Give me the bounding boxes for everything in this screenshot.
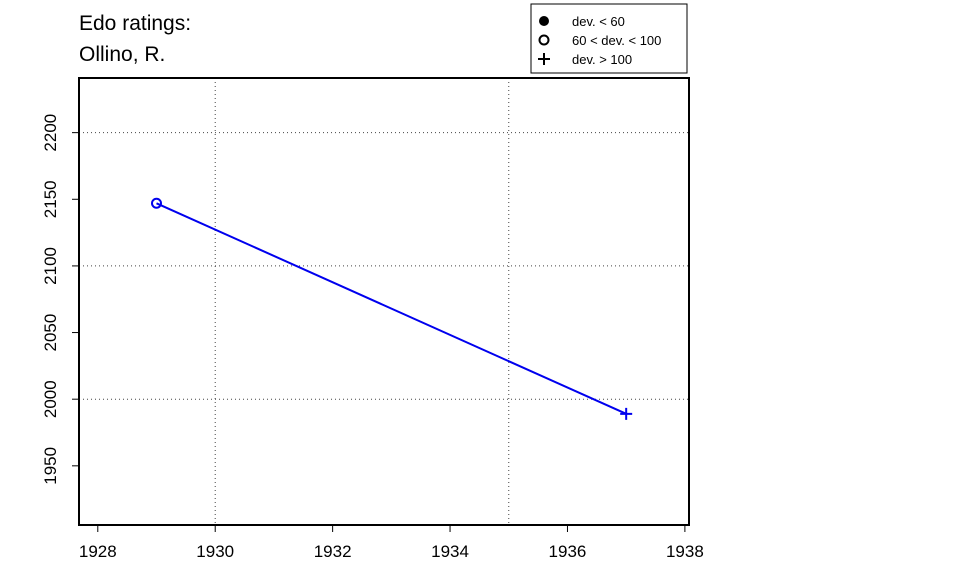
y-tick-label: 2150 bbox=[41, 180, 60, 218]
legend: dev. < 60 60 < dev. < 100 dev. > 100 bbox=[530, 3, 688, 74]
y-tick-label: 2200 bbox=[41, 114, 60, 152]
marker bbox=[538, 34, 550, 46]
x-tick-label: 1930 bbox=[196, 542, 234, 561]
y-tick-label: 2000 bbox=[41, 380, 60, 418]
plot-frame bbox=[78, 77, 690, 526]
legend-label: 60 < dev. < 100 bbox=[572, 33, 661, 48]
legend-label: dev. < 60 bbox=[572, 14, 625, 29]
line bbox=[156, 202, 627, 415]
marker bbox=[620, 407, 633, 420]
legend-label: dev. > 100 bbox=[572, 52, 632, 67]
x-tick-label: 1934 bbox=[431, 542, 469, 561]
x-tick-label: 1928 bbox=[79, 542, 117, 561]
marker bbox=[538, 53, 550, 65]
x-tick-label: 1932 bbox=[314, 542, 352, 561]
chart-title: Ollino, R. bbox=[79, 43, 165, 66]
y-tick-label: 1950 bbox=[41, 447, 60, 485]
x-tick-label: 1936 bbox=[549, 542, 587, 561]
legend-frame bbox=[530, 3, 688, 74]
x-tick-label: 1938 bbox=[666, 542, 704, 561]
marker bbox=[150, 197, 162, 209]
marker bbox=[539, 16, 549, 26]
y-tick-label: 2050 bbox=[41, 314, 60, 352]
y-tick-label: 2100 bbox=[41, 247, 60, 285]
chart-title: Edo ratings: bbox=[79, 12, 191, 35]
